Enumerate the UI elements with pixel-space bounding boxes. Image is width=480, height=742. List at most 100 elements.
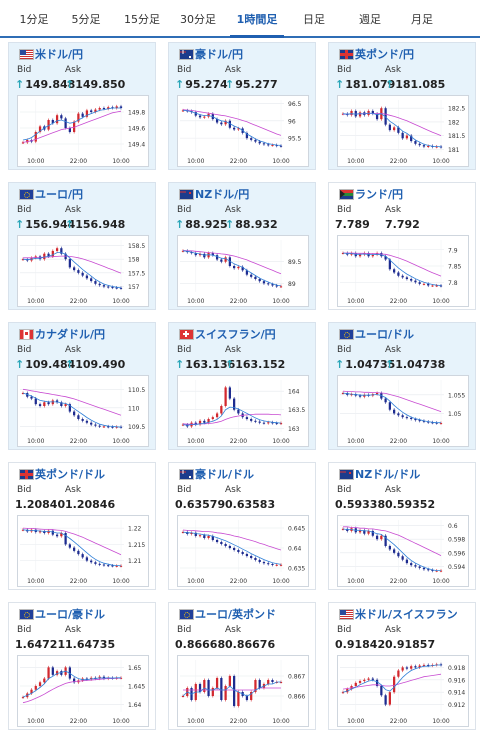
y-tick-label: 110 — [128, 405, 140, 412]
candle — [431, 569, 434, 571]
candle — [190, 252, 193, 254]
rate-card[interactable]: 豪ドル/円 Bid Ask ↑95.274 ↑95.277 96.5 96 95.5 10:00… — [168, 42, 316, 170]
candle — [393, 269, 396, 273]
y-tick-label: 0.866 — [288, 694, 305, 701]
rate-card[interactable]: スイスフラン/円 Bid Ask ↑163.136 ↑163.152 164 163.5 16… — [168, 322, 316, 450]
candle — [341, 393, 345, 394]
candle — [47, 530, 50, 533]
pair-link[interactable]: 英ポンド/ドル — [35, 468, 106, 481]
tab-3[interactable]: 30分足 — [180, 13, 216, 26]
tab-2[interactable]: 15分足 — [124, 13, 160, 26]
price-chart[interactable]: 0.918 0.916 0.914 0.912 10:00 22:00 10:00 — [337, 655, 469, 727]
pair-link[interactable]: 米ドル/スイスフラン — [355, 608, 458, 621]
rate-card[interactable]: ユーロ/ドル Bid Ask ↑1.04735 ↑1.04738 1.055 1.05 10:… — [328, 322, 476, 450]
candle — [384, 256, 387, 260]
price-chart[interactable]: 0.6 0.598 0.596 0.594 10:00 22:00 10:00 — [337, 515, 469, 587]
pair-link[interactable]: NZドル/円 — [195, 188, 250, 201]
rate-card[interactable]: 英ポンド/円 Bid Ask ↑181.079 ↑181.085 182.5 182 181.… — [328, 42, 476, 170]
y-tick-label: 0.596 — [448, 550, 465, 557]
candle — [55, 534, 59, 537]
price-chart[interactable]: 110.5 110 109.5 10:00 22:00 10:00 — [17, 375, 149, 447]
price-chart[interactable]: 158.5 158 157.5 157 10:00 22:00 10:00 — [17, 235, 149, 307]
rate-card[interactable]: ランド/円 Bid Ask 7.789 7.792 7.9 7.85 7.8 10:00 22:0… — [328, 182, 476, 310]
rate-card[interactable]: ユーロ/英ポンド Bid Ask 0.86668 0.86676 0.867 0.866 10… — [168, 602, 316, 730]
price-chart[interactable]: 1.65 1.645 1.64 10:00 22:00 10:00 — [17, 655, 149, 727]
rate-card[interactable]: NZドル/円 Bid Ask ↑88.925 ↑88.932 89.5 89 10:00 22:… — [168, 182, 316, 310]
pair-link[interactable]: ユーロ/英ポンド — [195, 608, 277, 621]
rate-card[interactable]: ユーロ/豪ドル Bid Ask 1.64721 1.64735 1.65 1.645 1.64… — [8, 602, 156, 730]
ma-long-line — [22, 677, 121, 704]
candle — [228, 257, 231, 266]
candle — [73, 411, 76, 416]
flag-icon — [179, 49, 194, 60]
ma-long-line — [182, 109, 282, 136]
candle — [397, 670, 400, 677]
candle — [384, 535, 387, 546]
price-chart[interactable]: 89.5 89 10:00 22:00 10:00 — [177, 235, 309, 307]
tab-0[interactable]: 1分足 — [19, 13, 49, 26]
y-tick-label: 1.21 — [128, 558, 142, 565]
pair-link[interactable]: NZドル/ドル — [355, 468, 421, 481]
candle — [77, 270, 80, 273]
candle — [371, 678, 374, 680]
rate-card[interactable]: 英ポンド/ドル Bid Ask 1.20840 1.20846 1.22 1.215 1.21… — [8, 462, 156, 590]
x-tick-label: 22:00 — [390, 718, 407, 725]
y-tick-label: 157.5 — [128, 270, 145, 277]
up-arrow-icon: ↑ — [335, 358, 345, 371]
flag-icon — [19, 329, 34, 340]
candle — [414, 419, 417, 421]
pair-link[interactable]: ランド/円 — [355, 188, 404, 201]
price-chart[interactable]: 149.8 149.6 149.4 10:00 22:00 10:00 — [17, 95, 149, 167]
price-chart[interactable]: 96.5 96 95.5 10:00 22:00 10:00 — [177, 95, 309, 167]
pair-link[interactable]: 豪ドル/ドル — [195, 468, 255, 481]
price-chart[interactable]: 7.9 7.85 7.8 10:00 22:00 10:00 — [337, 235, 469, 307]
ask-label: Ask — [65, 65, 82, 75]
rate-card[interactable]: NZドル/ドル Bid Ask 0.59338 0.59352 0.6 0.598 0.596… — [328, 462, 476, 590]
tab-1[interactable]: 5分足 — [71, 13, 101, 26]
flag-icon — [179, 329, 194, 340]
pair-link[interactable]: ユーロ/ドル — [355, 328, 415, 341]
price-chart[interactable]: 1.22 1.215 1.21 10:00 22:00 10:00 — [17, 515, 149, 587]
candle — [68, 259, 71, 268]
pair-link[interactable]: 米ドル/円 — [35, 48, 84, 61]
pair-link[interactable]: 英ポンド/円 — [355, 48, 415, 61]
pair-link[interactable]: スイスフラン/円 — [195, 328, 276, 341]
candle — [267, 283, 270, 285]
x-tick-label: 10:00 — [272, 438, 289, 445]
tab-7[interactable]: 月足 — [411, 13, 433, 26]
candle — [341, 253, 345, 254]
tab-5[interactable]: 日足 — [303, 13, 325, 26]
price-chart[interactable]: 0.645 0.64 0.635 10:00 22:00 10:00 — [177, 515, 309, 587]
candle — [439, 285, 443, 287]
candle — [107, 565, 110, 567]
tab-6[interactable]: 週足 — [359, 13, 381, 26]
candle — [21, 529, 25, 531]
candle — [198, 535, 202, 537]
price-chart[interactable]: 0.867 0.866 10:00 22:00 10:00 — [177, 655, 309, 727]
timeframe-tabs: 1分足 5分足 15分足 30分足 1時間足 日足 週足 月足 — [0, 0, 480, 38]
price-chart[interactable]: 164 163.5 163 10:00 22:00 10:00 — [177, 375, 309, 447]
x-tick-label: 22:00 — [230, 158, 247, 165]
pair-link[interactable]: ユーロ/豪ドル — [35, 608, 106, 621]
rate-card[interactable]: 豪ドル/ドル Bid Ask 0.63579 0.63583 0.645 0.64 0.635… — [168, 462, 316, 590]
price-chart[interactable]: 182.5 182 181.5 181 10:00 22:00 10:00 — [337, 95, 469, 167]
rate-card[interactable]: ユーロ/円 Bid Ask ↑156.944 ↑156.948 158.5 158 157.5… — [8, 182, 156, 310]
rate-card[interactable]: カナダドル/円 Bid Ask ↑109.484 ↑109.490 110.5 110 109… — [8, 322, 156, 450]
candle — [47, 253, 50, 257]
pair-link[interactable]: カナダドル/円 — [35, 328, 106, 341]
bid-value: 0.63579 — [175, 498, 226, 511]
rate-card[interactable]: 米ドル/スイスフラン Bid Ask 0.91842 0.91857 0.918 0.916… — [328, 602, 476, 730]
candle — [258, 421, 261, 423]
ma-short-line — [182, 110, 282, 146]
candle — [60, 533, 63, 537]
bid-value: ↑156.944 — [15, 218, 76, 231]
pair-link[interactable]: 豪ドル/円 — [195, 48, 244, 61]
tab-4[interactable]: 1時間足 — [226, 0, 288, 38]
price-chart[interactable]: 1.055 1.05 10:00 22:00 10:00 — [337, 375, 469, 447]
x-tick-label: 10:00 — [272, 298, 289, 305]
rate-card[interactable]: 米ドル/円 Bid Ask ↑149.848 ↑149.850 149.8 149.6 149… — [8, 42, 156, 170]
candle — [371, 110, 374, 114]
candle — [85, 557, 89, 561]
pair-link[interactable]: ユーロ/円 — [35, 188, 84, 201]
candle — [224, 544, 227, 546]
